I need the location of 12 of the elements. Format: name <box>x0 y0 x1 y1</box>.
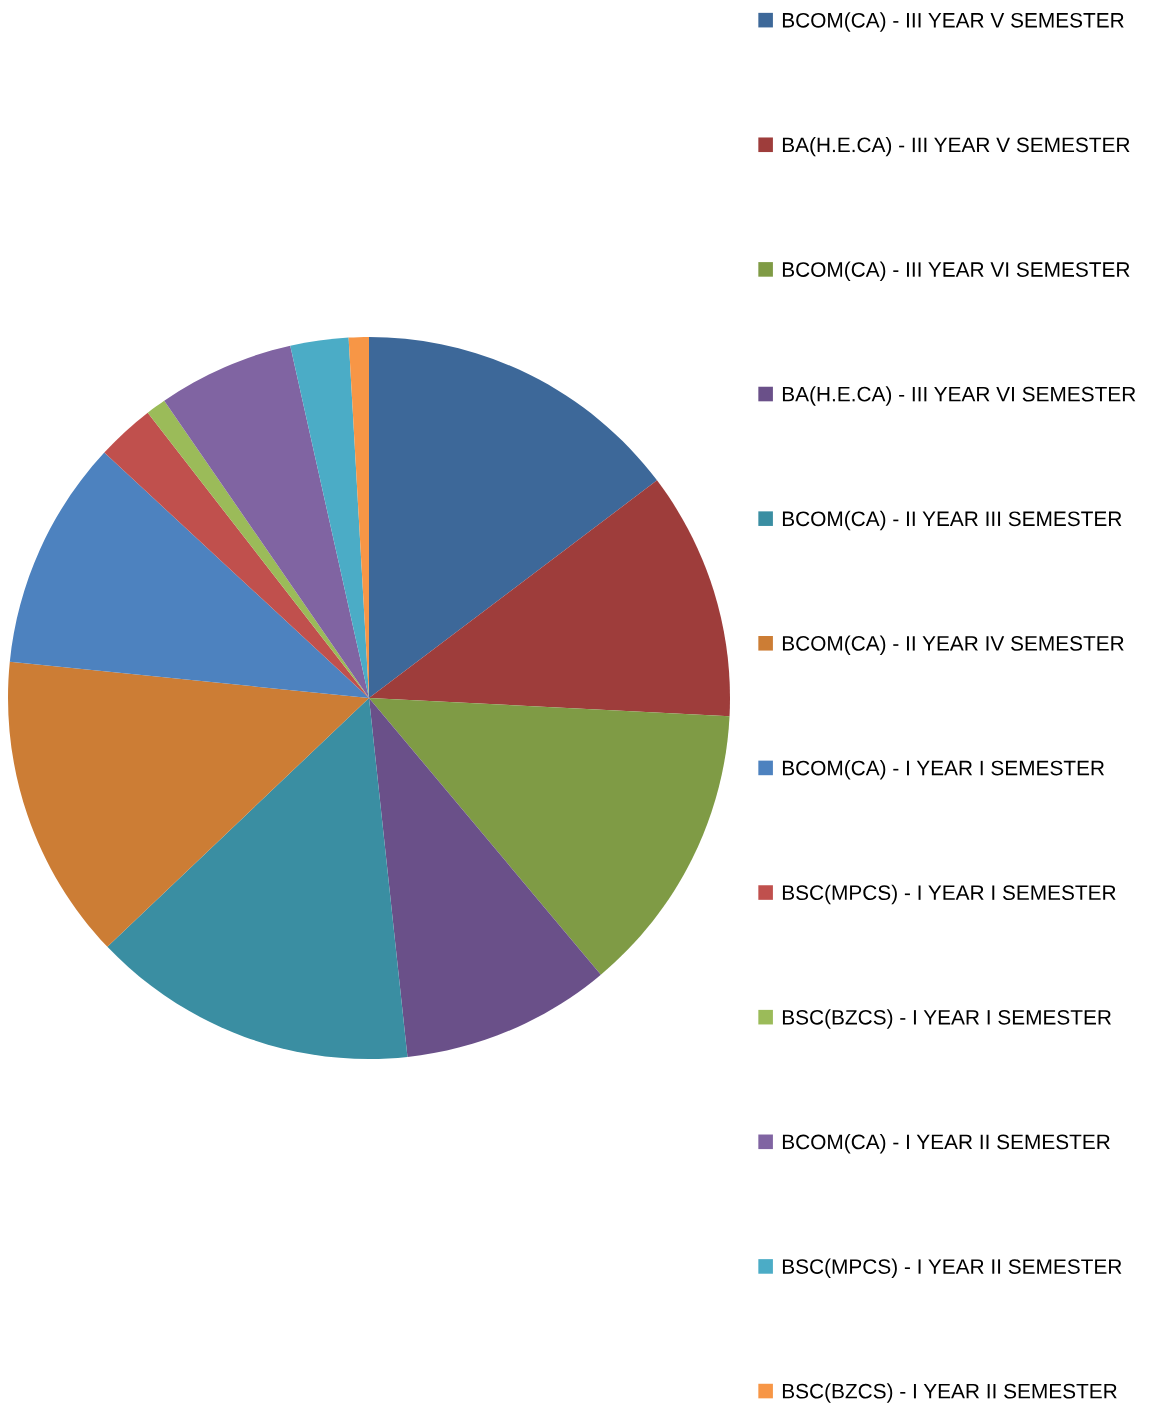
legend-label: BCOM(CA) - III YEAR V SEMESTER <box>782 12 1124 32</box>
legend-label: BCOM(CA) - I YEAR II SEMESTER <box>782 1133 1110 1154</box>
legend-label: BSC(MPCS) - I YEAR I SEMESTER <box>782 884 1116 905</box>
legend-label: BCOM(CA) - I YEAR I SEMESTER <box>782 760 1105 780</box>
legend-label: BCOM(CA) - III YEAR VI SEMESTER <box>782 261 1130 281</box>
legend-label: BSC(BZCS) - I YEAR II SEMESTER <box>782 1383 1117 1403</box>
legend-label: BCOM(CA) - II YEAR IV SEMESTER <box>782 635 1124 655</box>
legend-label: BA(H.E.CA) - III YEAR VI SEMESTER <box>782 386 1136 406</box>
legend-label: BA(H.E.CA) - III YEAR V SEMESTER <box>782 136 1130 157</box>
legend-label: BCOM(CA) - II YEAR III SEMESTER <box>782 510 1122 531</box>
legend-label: BSC(MPCS) - I YEAR II SEMESTER <box>782 1258 1122 1279</box>
legend-label: BSC(BZCS) - I YEAR I SEMESTER <box>782 1009 1111 1029</box>
